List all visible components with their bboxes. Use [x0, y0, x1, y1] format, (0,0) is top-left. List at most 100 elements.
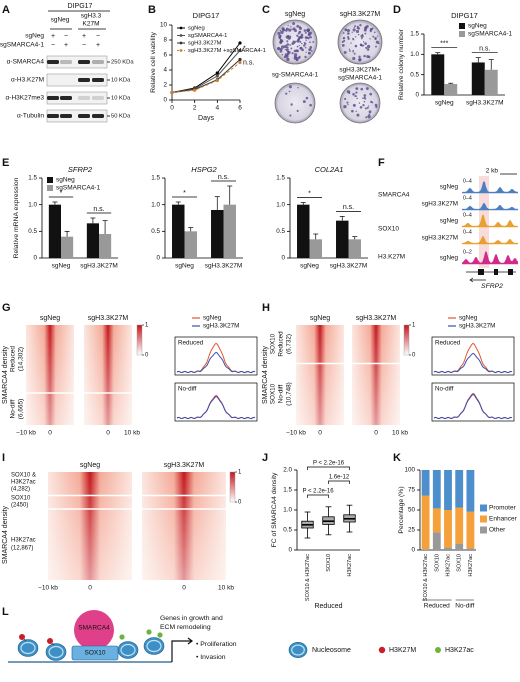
colony [363, 96, 366, 99]
y-tick-label: 50 [408, 507, 416, 514]
colony [286, 50, 290, 54]
panel-letter: K [393, 452, 401, 464]
bar [297, 204, 310, 258]
colony [348, 48, 351, 51]
column-label: sgNeg [80, 462, 100, 469]
colony [284, 44, 288, 49]
colony [279, 47, 283, 51]
y-tick-label: 1.5 [151, 175, 160, 182]
colony [285, 27, 289, 31]
legend-label: sgNeg [188, 26, 205, 32]
colony [300, 36, 303, 39]
bar-segment [421, 495, 430, 550]
x-label: 10 kb [124, 430, 140, 437]
colony [344, 97, 347, 101]
cluster-label: (6,665) [18, 399, 25, 420]
bar [309, 239, 322, 258]
colorbar-label: 0 [238, 500, 242, 506]
signal-track [462, 250, 518, 264]
colony [297, 87, 299, 89]
colorbar-label: 1 [412, 323, 416, 329]
colony [296, 34, 299, 37]
x-tick-label: sgH3.3K27M [205, 263, 243, 270]
track-label: sgH3.3K27M [422, 235, 458, 242]
y-axis-label: SMARCA4 density [2, 346, 9, 404]
colony [378, 42, 380, 45]
sox10 [71, 645, 119, 661]
bar-segment [432, 532, 441, 550]
colony [289, 44, 291, 46]
gene-label: SFRP2 [481, 283, 503, 290]
y-tick-label: 2.0 [283, 467, 292, 474]
track-group: SMARCA4 [378, 192, 410, 199]
sign: + [64, 42, 68, 49]
bar-segment [455, 543, 464, 550]
colony [310, 50, 313, 52]
colony [369, 38, 371, 40]
colony [356, 113, 360, 117]
legend-label: H3K27ac [445, 647, 474, 654]
sign: + [51, 33, 55, 40]
colony [342, 32, 345, 34]
colony [371, 27, 374, 30]
colony [279, 34, 282, 37]
colony [361, 37, 363, 40]
sign: − [64, 33, 68, 40]
y-tick-label: 0 [281, 255, 285, 262]
colony [352, 51, 354, 53]
bar [484, 69, 498, 95]
colony [360, 34, 364, 38]
x-tick-label: SOX10 & H3K27ac [423, 554, 429, 601]
cluster-label: (6,732) [286, 334, 293, 354]
colony [288, 28, 292, 32]
colony [309, 36, 311, 38]
colony [293, 42, 296, 44]
colony [307, 36, 310, 40]
x-label: 10 kb [218, 585, 234, 592]
colony [309, 41, 311, 44]
colony [286, 57, 290, 62]
group-label: K27M [83, 21, 100, 28]
colony [346, 28, 350, 33]
colony [292, 28, 294, 31]
signal-track [462, 181, 518, 193]
colony [347, 32, 350, 35]
track-label: sgH3.3K27M [422, 201, 458, 208]
colony [286, 40, 289, 43]
track-label: sgNeg [440, 184, 459, 191]
y-tick-label: 25 [408, 527, 416, 534]
legend-marker [179, 41, 183, 45]
colony [304, 55, 307, 59]
colony [362, 41, 365, 43]
annotation: n.s. [343, 204, 354, 211]
y-axis-label: Relative cell viability [150, 31, 157, 92]
annotation: * [183, 190, 186, 197]
x-tick-label: SOX10 [326, 554, 332, 572]
colony [283, 55, 287, 59]
colony [303, 29, 307, 32]
band [78, 114, 90, 118]
cluster-label: H3K27ac [11, 538, 36, 544]
colony [347, 37, 350, 40]
colony [358, 102, 361, 104]
bar-segment [455, 470, 464, 508]
profile-frame [174, 336, 258, 376]
colorbar [403, 324, 410, 356]
annotation: * [308, 190, 311, 197]
dish [274, 82, 316, 124]
y-tick-label: 0 [288, 547, 292, 554]
x-label: 10 kb [392, 430, 408, 437]
band [78, 96, 90, 100]
colony [375, 105, 378, 109]
colony [312, 41, 315, 43]
panel-letter: J [262, 452, 268, 464]
y-axis-label: Relative mRNA expression [13, 177, 20, 258]
signal-track [462, 202, 518, 210]
size-label: 10 KDa [111, 96, 131, 102]
colony [375, 40, 379, 44]
colony [286, 43, 290, 46]
colony [364, 42, 367, 45]
legend-label: sgNeg [56, 177, 75, 184]
bar [336, 220, 349, 258]
